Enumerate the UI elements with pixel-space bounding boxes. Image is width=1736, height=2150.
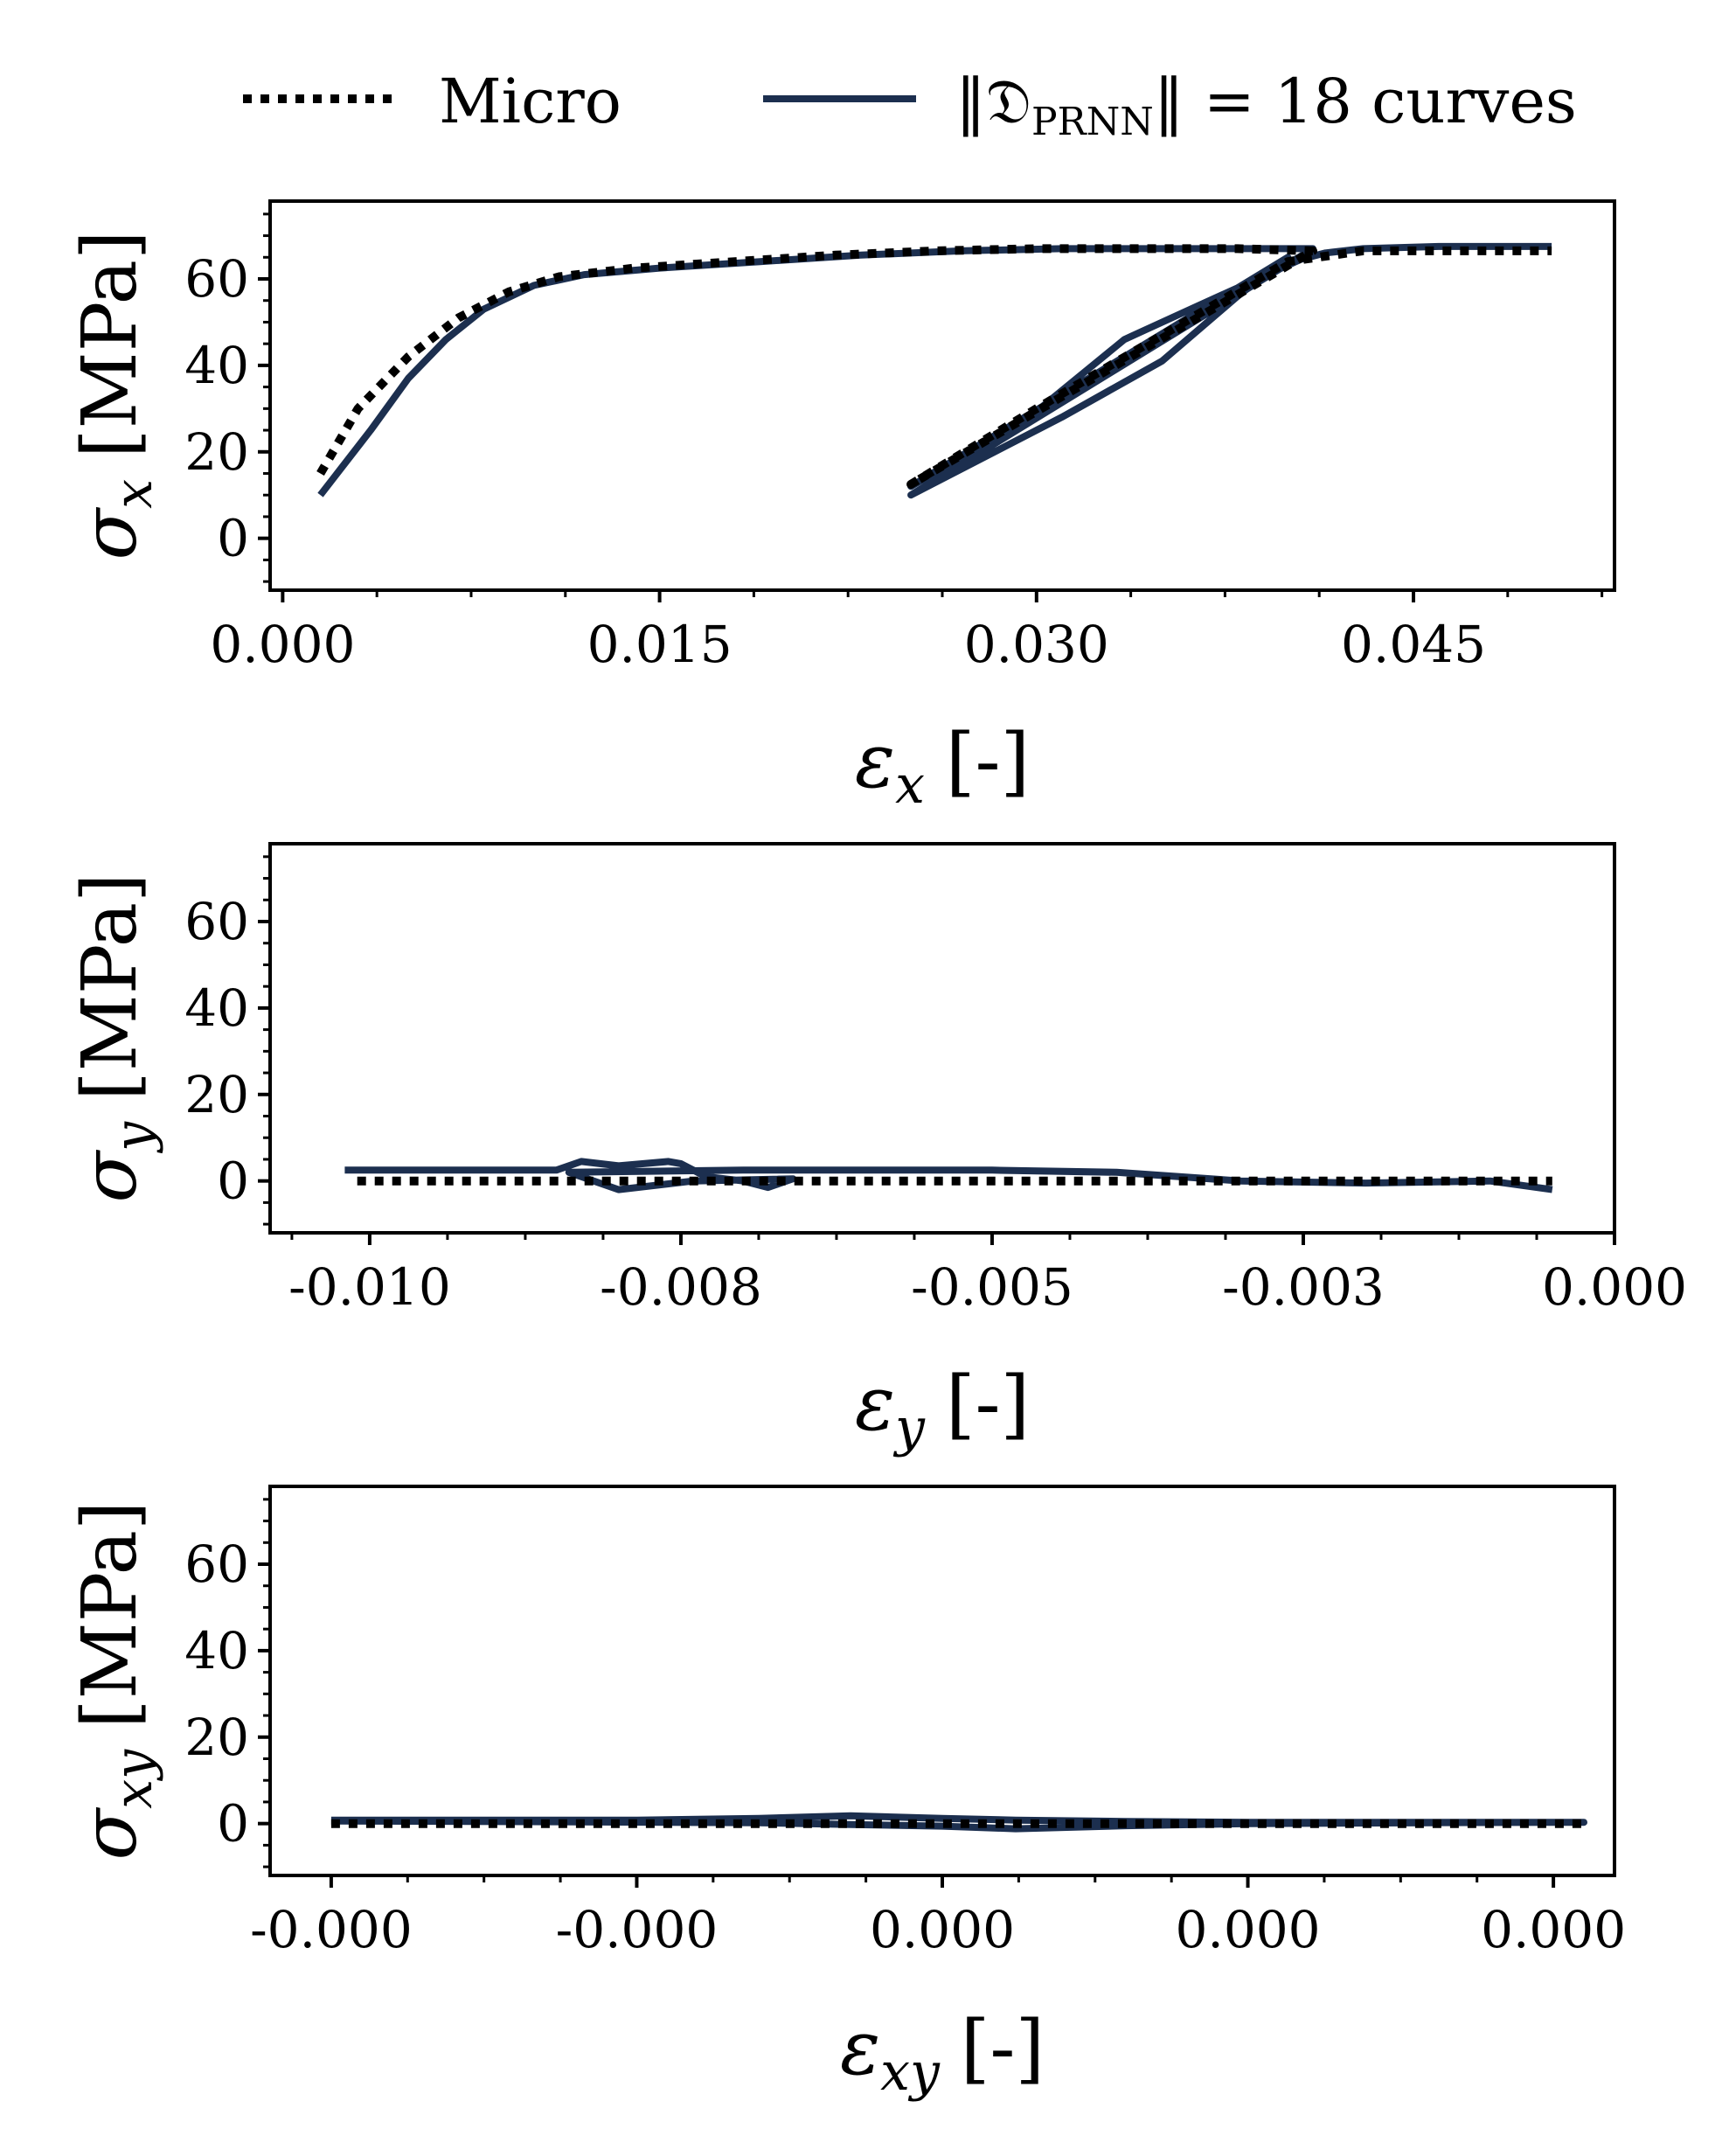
sigma-y-ytick-label: 20 bbox=[184, 1065, 249, 1124]
panel-sigma-xy-ylabel-sub: xy bbox=[103, 1749, 164, 1809]
sigma-y-xtick-label: -0.008 bbox=[600, 1257, 762, 1317]
sigma-y-xtick-label: 0.000 bbox=[1542, 1257, 1687, 1317]
sigma-x-xtick-label: 0.015 bbox=[587, 615, 733, 674]
panel-sigma-xy-marks bbox=[330, 1812, 1587, 1833]
sigma-xy-xtick-label: 0.000 bbox=[1481, 1900, 1626, 1959]
sigma-xy-ytick-label: 20 bbox=[184, 1708, 249, 1767]
panel-sigma-x-ylabel: σx [MPa] bbox=[66, 231, 164, 560]
panel-sigma-y-ylabel: σy [MPa] bbox=[66, 873, 164, 1202]
panel-sigma-x-xlabel-unit: [-] bbox=[946, 718, 1030, 805]
sigma-xy-ytick-label: 60 bbox=[184, 1534, 249, 1594]
sigma-y-ytick-label: 40 bbox=[184, 978, 249, 1038]
sigma-y-xtick-label: -0.003 bbox=[1222, 1257, 1385, 1317]
panel-sigma-x-ticks: 0 20 40 60 0.000 0.015 0.030 0.045 bbox=[184, 212, 1604, 674]
legend-prnn-sub: PRNN bbox=[1031, 100, 1154, 144]
sigma-xy-xtick-label: 0.000 bbox=[1176, 1900, 1321, 1959]
sigma-x-xtick-label: 0.030 bbox=[964, 615, 1109, 674]
panel-sigma-x-frame bbox=[268, 199, 1616, 592]
legend-prnn-label: ‖𝔇PRNN‖ = 18 curves bbox=[955, 66, 1577, 144]
sigma-y-ytick-label: 60 bbox=[184, 892, 249, 951]
sigma-y-series-prnn bbox=[344, 1158, 1553, 1193]
sigma-xy-xtick-label: -0.000 bbox=[250, 1900, 413, 1959]
panel-sigma-x-ylabel-unit: [MPa] bbox=[66, 231, 154, 458]
panel-sigma-y-xlabel: εy [-] bbox=[855, 1360, 1030, 1458]
panel-sigma-x-marks bbox=[316, 242, 1552, 499]
panel-sigma-y-frame bbox=[268, 842, 1616, 1235]
legend: Micro ‖𝔇PRNN‖ = 18 curves bbox=[243, 66, 1577, 144]
panel-sigma-y-xlabel-unit: [-] bbox=[946, 1360, 1030, 1448]
panel-sigma-y-ticks: 0 20 40 60 -0.010 -0.008 -0.005 -0.003 0.000 bbox=[184, 855, 1687, 1317]
sigma-x-xtick-label: 0.045 bbox=[1341, 615, 1486, 674]
sigma-x-series-micro bbox=[316, 244, 1552, 489]
legend-micro-label: Micro bbox=[439, 66, 621, 137]
sigma-xy-ytick-label: 40 bbox=[184, 1621, 249, 1680]
sigma-x-ytick-label: 0 bbox=[217, 509, 249, 568]
panel-sigma-xy-xlabel-main: ε bbox=[840, 2005, 880, 2092]
panel-sigma-xy-xlabel: εxy [-] bbox=[840, 2005, 1045, 2103]
panel-sigma-xy-ticks: 0 20 40 60 -0.000 -0.000 0.000 0.000 0.000 bbox=[184, 1498, 1626, 1959]
sigma-x-xtick-label: 0.000 bbox=[210, 615, 355, 674]
sigma-y-xtick-label: -0.005 bbox=[911, 1257, 1073, 1317]
panel-sigma-y-ylabel-unit: [MPa] bbox=[66, 873, 154, 1100]
sigma-x-series-prnn bbox=[317, 242, 1552, 499]
panel-sigma-y-ylabel-sub: y bbox=[103, 1121, 164, 1154]
legend-prnn-prefix: ‖𝔇 bbox=[955, 66, 1031, 137]
panel-sigma-xy-xlabel-sub: xy bbox=[880, 2042, 941, 2103]
sigma-xy-xtick-label: 0.000 bbox=[870, 1900, 1015, 1959]
panel-sigma-x-xlabel: εx [-] bbox=[855, 718, 1030, 816]
panel-sigma-y-marks bbox=[344, 1158, 1553, 1193]
sigma-x-ytick-label: 60 bbox=[184, 249, 249, 309]
sigma-xy-xtick-label: -0.000 bbox=[556, 1900, 719, 1959]
panel-sigma-xy-ylabel: σxy [MPa] bbox=[66, 1501, 164, 1861]
panel-sigma-xy-ylabel-unit: [MPa] bbox=[66, 1501, 154, 1729]
panel-sigma-y-ylabel-main: σ bbox=[66, 1150, 154, 1203]
sigma-xy-series-prnn bbox=[330, 1812, 1587, 1833]
panel-sigma-x-ylabel-sub: x bbox=[103, 479, 164, 509]
panel-sigma-x-xlabel-sub: x bbox=[895, 755, 925, 816]
sigma-y-xtick-label: -0.010 bbox=[288, 1257, 451, 1317]
panel-sigma-y-xlabel-sub: y bbox=[892, 1397, 926, 1458]
panel-sigma-x-ylabel-main: σ bbox=[66, 507, 154, 560]
panel-sigma-y-xlabel-main: ε bbox=[855, 1360, 895, 1448]
panel-sigma-xy-ylabel-main: σ bbox=[66, 1806, 154, 1860]
sigma-xy-ytick-label: 0 bbox=[217, 1794, 249, 1854]
sigma-x-ytick-label: 20 bbox=[184, 422, 249, 482]
sigma-x-ytick-label: 40 bbox=[184, 336, 249, 395]
legend-prnn-suffix: ‖ = 18 curves bbox=[1154, 66, 1577, 137]
sigma-y-ytick-label: 0 bbox=[217, 1152, 249, 1211]
panel-sigma-xy-xlabel-unit: [-] bbox=[961, 2005, 1045, 2092]
panel-sigma-x-xlabel-main: ε bbox=[855, 718, 895, 805]
